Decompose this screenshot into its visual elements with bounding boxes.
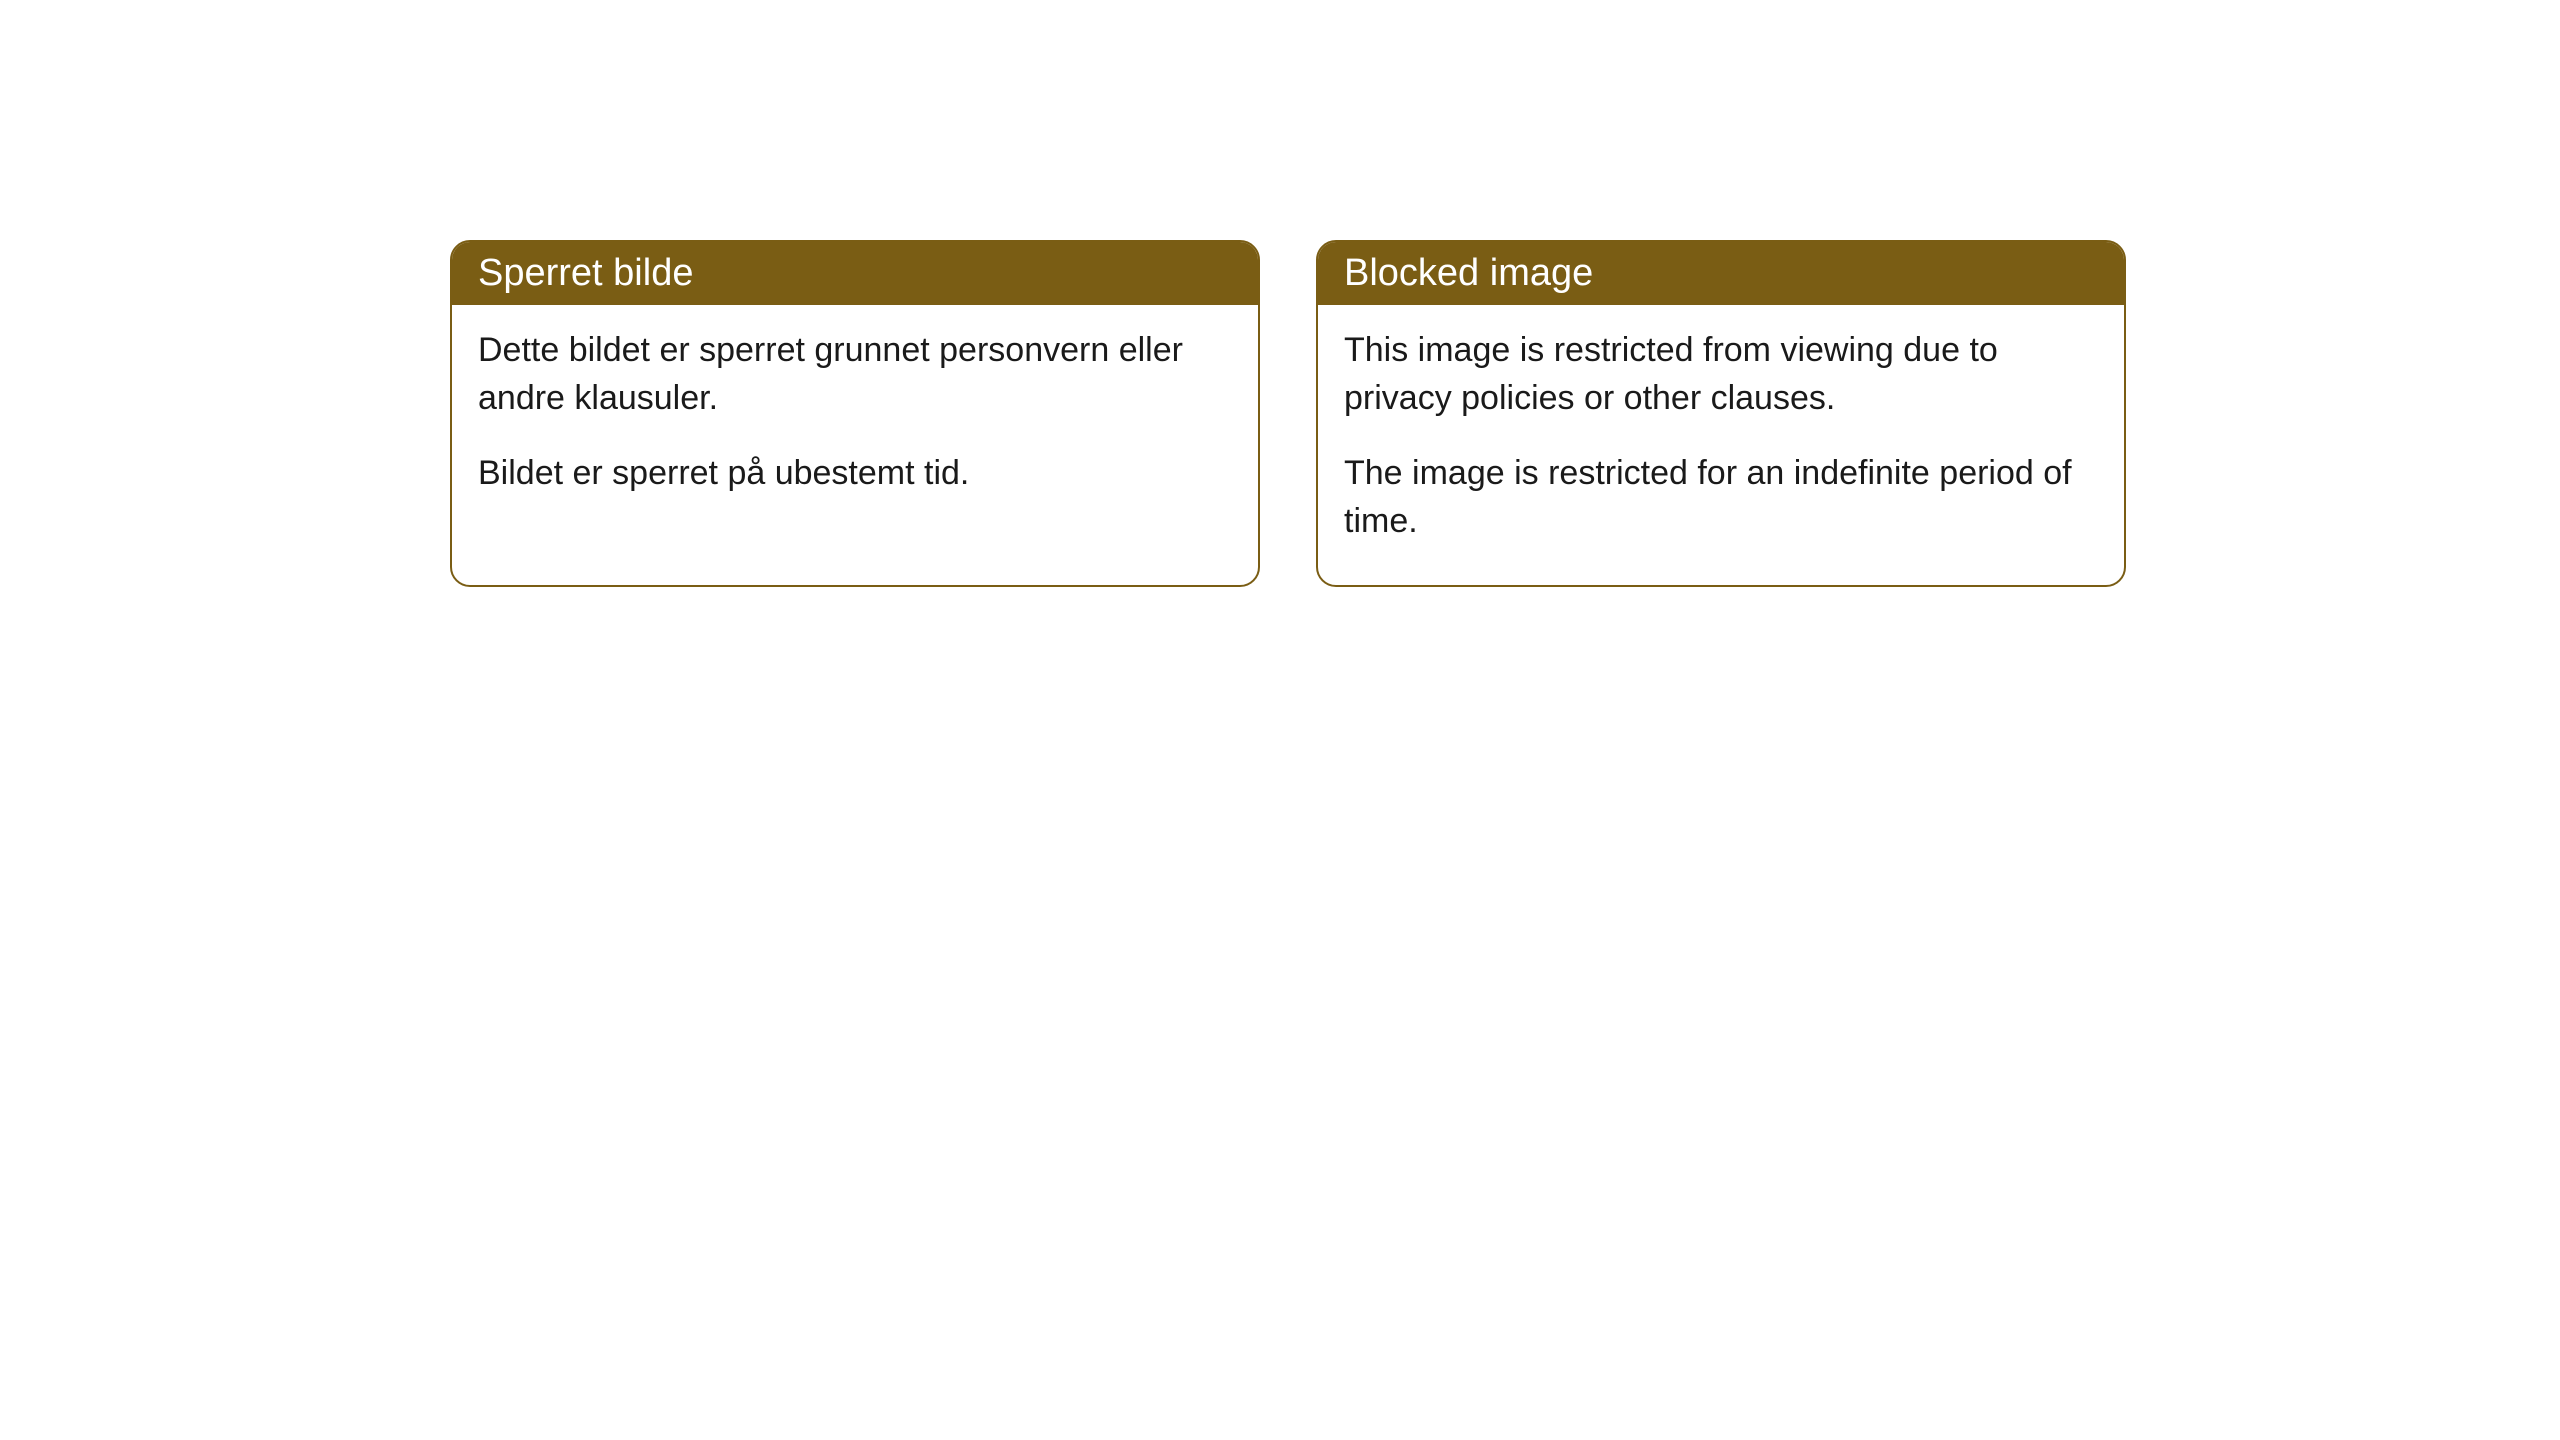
- notice-header: Blocked image: [1318, 242, 2124, 305]
- notice-paragraph: Bildet er sperret på ubestemt tid.: [478, 450, 1232, 498]
- notice-card-norwegian: Sperret bilde Dette bildet er sperret gr…: [450, 240, 1260, 587]
- notice-header: Sperret bilde: [452, 242, 1258, 305]
- notice-paragraph: This image is restricted from viewing du…: [1344, 327, 2098, 422]
- notice-title: Blocked image: [1344, 252, 1593, 294]
- notice-body: This image is restricted from viewing du…: [1318, 305, 2124, 585]
- notice-card-english: Blocked image This image is restricted f…: [1316, 240, 2126, 587]
- notice-title: Sperret bilde: [478, 252, 693, 294]
- notice-body: Dette bildet er sperret grunnet personve…: [452, 305, 1258, 538]
- notice-paragraph: The image is restricted for an indefinit…: [1344, 450, 2098, 545]
- notice-paragraph: Dette bildet er sperret grunnet personve…: [478, 327, 1232, 422]
- notice-container: Sperret bilde Dette bildet er sperret gr…: [450, 240, 2126, 587]
